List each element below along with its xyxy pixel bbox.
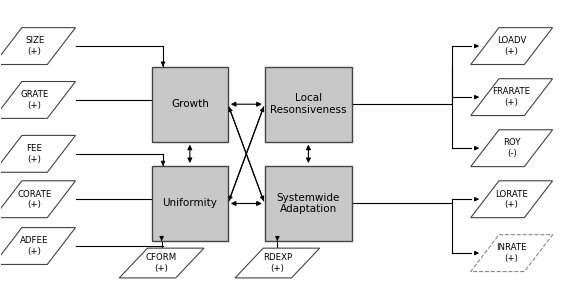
Text: CFORM
(+): CFORM (+) [146,253,177,273]
Polygon shape [0,82,75,118]
FancyBboxPatch shape [152,67,228,142]
Polygon shape [0,181,75,218]
Text: ROY
(-): ROY (-) [503,139,520,158]
Text: INRATE
(+): INRATE (+) [496,243,527,263]
FancyBboxPatch shape [265,166,352,241]
Polygon shape [471,28,552,64]
Polygon shape [471,181,552,218]
Text: Growth: Growth [171,99,209,109]
Polygon shape [471,130,552,167]
Text: CORATE
(+): CORATE (+) [18,190,52,209]
Polygon shape [235,248,320,278]
Text: LORATE
(+): LORATE (+) [495,190,528,209]
FancyBboxPatch shape [265,67,352,142]
Polygon shape [471,235,552,272]
FancyBboxPatch shape [152,166,228,241]
Polygon shape [471,79,552,115]
Polygon shape [0,135,75,172]
Text: FRARATE
(+): FRARATE (+) [492,87,531,107]
Text: FEE
(+): FEE (+) [27,144,42,164]
Text: LOADV
(+): LOADV (+) [497,36,526,56]
Polygon shape [0,228,75,264]
Text: Uniformity: Uniformity [162,198,217,208]
Polygon shape [0,28,75,64]
Text: RDEXP
(+): RDEXP (+) [263,253,292,273]
Polygon shape [119,248,204,278]
Text: ADFEE
(+): ADFEE (+) [20,236,49,256]
Text: Systemwide
Adaptation: Systemwide Adaptation [277,193,340,214]
Text: GRATE
(+): GRATE (+) [20,90,49,110]
Text: SIZE
(+): SIZE (+) [25,36,44,56]
Text: Local
Resonsiveness: Local Resonsiveness [270,93,346,115]
